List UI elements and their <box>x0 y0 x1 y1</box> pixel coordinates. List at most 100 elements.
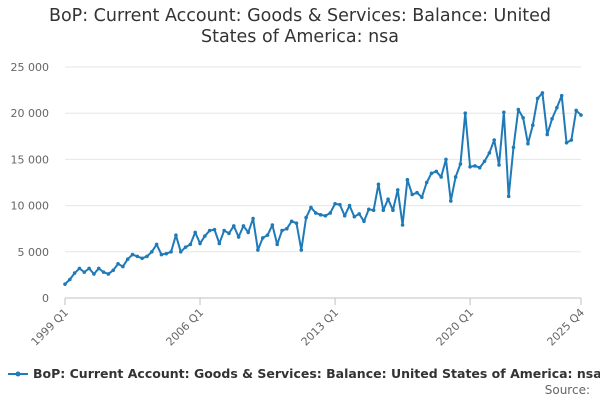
legend[interactable]: BoP: Current Account: Goods & Services: … <box>8 366 600 381</box>
data-point <box>150 250 154 254</box>
data-point <box>82 270 87 274</box>
data-point <box>429 171 434 176</box>
data-point <box>405 177 410 182</box>
chart-title: BoP: Current Account: Goods & Services: … <box>30 6 570 48</box>
data-point <box>125 257 130 261</box>
data-point <box>468 164 472 169</box>
data-point <box>285 226 289 231</box>
data-point <box>212 227 217 232</box>
data-point <box>530 123 535 128</box>
data-point <box>420 195 424 200</box>
data-point <box>275 242 279 247</box>
data-point <box>338 202 342 207</box>
x-tick-label: 2020 Q1 <box>434 306 477 349</box>
y-tick-label: 25 000 <box>11 61 50 74</box>
data-point <box>299 248 304 252</box>
data-point <box>444 157 448 162</box>
data-point <box>145 254 149 259</box>
data-point <box>280 228 284 233</box>
data-point <box>256 248 260 252</box>
x-tick-label: 2025 Q4 <box>545 306 588 349</box>
axes <box>64 297 582 305</box>
data-point <box>92 272 96 276</box>
y-tick-label: 0 <box>42 292 49 305</box>
data-point <box>376 182 381 187</box>
data-point <box>453 175 458 179</box>
data-point <box>106 272 111 276</box>
y-tick-label: 5 000 <box>18 246 50 259</box>
data-point <box>77 266 82 271</box>
data-point <box>193 230 198 235</box>
data-point <box>217 241 222 246</box>
data-point <box>231 224 236 228</box>
data-point <box>506 194 511 199</box>
data-point <box>347 203 352 208</box>
data-point <box>579 113 583 117</box>
data-point <box>323 213 328 218</box>
data-point <box>68 277 72 282</box>
data-point <box>87 266 91 271</box>
data-point <box>174 233 178 237</box>
data-point <box>439 175 443 179</box>
data-point <box>328 211 333 215</box>
data-point <box>448 199 453 203</box>
data-point <box>178 250 183 254</box>
data-point <box>502 110 506 115</box>
data-point <box>545 132 550 137</box>
tick-labels: 0 5 000 10 000 15 000 20 000 25 000 1999 Q1 200… <box>11 61 588 348</box>
data-point <box>482 159 487 164</box>
data-point <box>294 221 299 225</box>
y-tick-label: 20 000 <box>11 107 50 120</box>
data-point <box>159 252 164 257</box>
chart-title-line-1: BoP: Current Account: Goods & Services: … <box>48 6 552 26</box>
data-point <box>352 214 357 219</box>
data-point <box>318 213 323 217</box>
data-point <box>574 108 578 113</box>
series-layer <box>63 91 583 286</box>
data-point <box>395 188 400 192</box>
legend-label: BoP: Current Account: Goods & Services: … <box>33 366 600 381</box>
gridlines <box>65 66 581 253</box>
data-point <box>183 245 188 249</box>
data-point <box>559 93 564 98</box>
data-point <box>270 223 275 227</box>
data-point <box>434 169 439 174</box>
data-point <box>540 91 545 95</box>
data-point <box>477 165 482 170</box>
data-point <box>357 212 361 216</box>
data-point <box>526 141 530 146</box>
data-point <box>463 111 468 115</box>
data-point <box>116 262 120 266</box>
chart-title-line-2: States of America: nsa <box>200 27 399 47</box>
data-point <box>367 207 371 212</box>
data-point <box>415 190 419 195</box>
x-tick-label: 2013 Q1 <box>299 306 342 349</box>
data-point <box>222 228 226 233</box>
data-point <box>260 236 265 240</box>
data-point <box>289 219 294 224</box>
data-point <box>227 231 231 236</box>
y-tick-label: 10 000 <box>11 200 50 213</box>
data-point <box>410 192 415 197</box>
data-point <box>111 268 116 273</box>
data-point <box>169 250 173 254</box>
data-point <box>424 180 429 185</box>
data-point <box>386 197 390 201</box>
data-point <box>564 140 569 145</box>
data-point <box>342 213 347 218</box>
data-point <box>198 241 202 246</box>
data-point <box>140 256 144 261</box>
data-point <box>236 235 241 239</box>
legend-swatch <box>8 371 28 376</box>
data-point <box>96 266 101 271</box>
data-point <box>203 234 207 238</box>
data-point <box>241 224 246 228</box>
data-point <box>309 205 313 210</box>
data-point <box>497 163 501 167</box>
data-point <box>487 151 492 155</box>
data-point <box>362 219 366 224</box>
data-point <box>207 228 212 233</box>
data-point <box>516 107 521 112</box>
data-point <box>381 208 386 213</box>
